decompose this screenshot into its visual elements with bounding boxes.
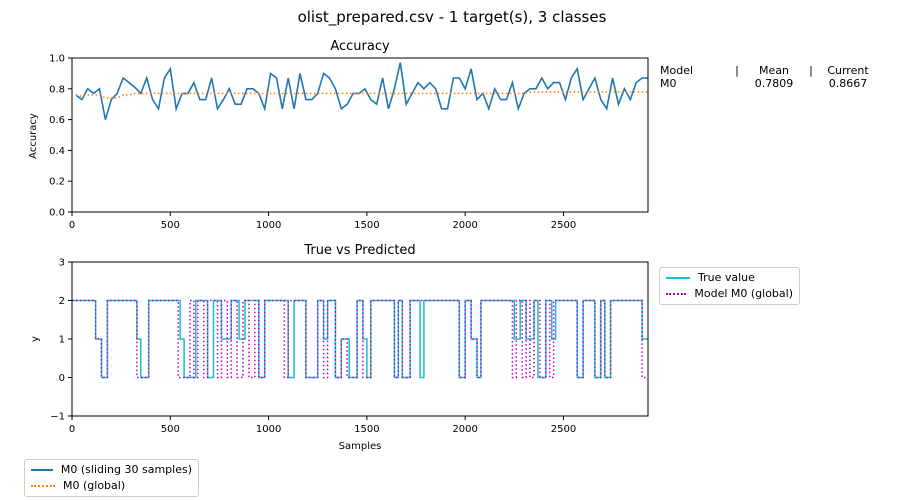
legend-swatch-sliding bbox=[31, 469, 53, 471]
accuracy-xtick-label: 0 bbox=[69, 220, 75, 231]
accuracy-xtick-label: 500 bbox=[161, 220, 180, 231]
legend-swatch-model-m0 bbox=[666, 293, 687, 295]
legend-item-model-m0: Model M0 (global) bbox=[666, 286, 793, 302]
true-vs-predicted-ytick-label: 3 bbox=[59, 258, 65, 269]
true-vs-predicted-title: True vs Predicted bbox=[303, 243, 415, 258]
true-vs-predicted-xtick-label: 2500 bbox=[551, 424, 576, 435]
model-prediction-line bbox=[72, 299, 648, 379]
legend-label-true-value: True value bbox=[698, 271, 755, 284]
accuracy-legend: M0 (sliding 30 samples) M0 (global) bbox=[24, 459, 199, 497]
true-vs-predicted-ytick-label: 1 bbox=[59, 335, 65, 346]
summary-row-mean: 0.7809 bbox=[754, 77, 794, 90]
summary-header-model: Model bbox=[660, 64, 694, 77]
legend-item-true-value: True value bbox=[666, 270, 793, 286]
summary-table: Model | Mean | Current M0 0.7809 0.8667 bbox=[660, 64, 878, 90]
legend-label-global: M0 (global) bbox=[63, 479, 126, 492]
true-vs-predicted-frame bbox=[71, 261, 649, 417]
true-vs-predicted-ylabel: y bbox=[30, 336, 41, 342]
summary-header-sep: | bbox=[735, 64, 739, 77]
accuracy-ytick-label: 0.4 bbox=[49, 146, 65, 157]
true-vs-predicted-plot-area bbox=[72, 299, 648, 379]
true-vs-predicted-axes: True vs Predicted y Samples −1 0 1 2 3 0 500 1… bbox=[30, 243, 649, 452]
summary-row-current: 0.8667 bbox=[828, 77, 868, 90]
legend-label-model-m0: Model M0 (global) bbox=[694, 287, 793, 300]
legend-swatch-true-value bbox=[666, 277, 690, 279]
accuracy-plot-area bbox=[75, 62, 648, 120]
accuracy-xtick-label: 2500 bbox=[551, 220, 576, 231]
true-vs-predicted-xtick-label: 0 bbox=[69, 424, 75, 435]
sliding-accuracy-line bbox=[75, 62, 648, 120]
accuracy-title: Accuracy bbox=[330, 39, 390, 54]
accuracy-axes: Accuracy Accuracy 0.0 0.2 0.4 0.6 0.8 1.0 0 50… bbox=[28, 39, 649, 231]
summary-header-current: Current bbox=[827, 64, 869, 77]
accuracy-xtick-label: 1500 bbox=[354, 220, 379, 231]
accuracy-yticks: 0.0 0.2 0.4 0.6 0.8 1.0 bbox=[49, 54, 72, 219]
true-vs-predicted-ytick-label: −1 bbox=[50, 412, 65, 423]
accuracy-ytick-label: 0.0 bbox=[49, 208, 65, 219]
true-vs-predicted-ytick-label: 2 bbox=[59, 296, 65, 307]
global-accuracy-line bbox=[75, 91, 648, 99]
true-vs-predicted-xtick-label: 1500 bbox=[354, 424, 379, 435]
accuracy-xtick-label: 2000 bbox=[452, 220, 477, 231]
summary-header-mean: Mean bbox=[759, 64, 789, 77]
true-vs-predicted-ytick-label: 0 bbox=[59, 373, 65, 384]
legend-item-global: M0 (global) bbox=[31, 478, 192, 494]
samples-xlabel: Samples bbox=[339, 441, 382, 452]
accuracy-xticks: 0 500 1000 1500 2000 2500 bbox=[69, 212, 576, 231]
true-vs-predicted-xticks: 0 500 1000 1500 2000 2500 bbox=[69, 416, 576, 435]
summary-row-model: M0 bbox=[660, 77, 677, 90]
true-vs-predicted-yticks: −1 0 1 2 3 bbox=[50, 258, 72, 423]
true-vs-predicted-xtick-label: 2000 bbox=[452, 424, 477, 435]
summary-row: M0 0.7809 0.8667 bbox=[660, 77, 878, 90]
legend-swatch-global bbox=[31, 485, 55, 487]
accuracy-ytick-label: 1.0 bbox=[49, 54, 65, 65]
true-vs-predicted-xtick-label: 500 bbox=[161, 424, 180, 435]
accuracy-xtick-label: 1000 bbox=[256, 220, 281, 231]
accuracy-ytick-label: 0.6 bbox=[49, 115, 65, 126]
accuracy-ytick-label: 0.8 bbox=[49, 84, 65, 95]
true-value-line bbox=[72, 299, 648, 379]
legend-label-sliding: M0 (sliding 30 samples) bbox=[60, 463, 192, 476]
summary-header-row: Model | Mean | Current bbox=[660, 64, 878, 77]
accuracy-ylabel: Accuracy bbox=[28, 113, 39, 159]
figure-title: olist_prepared.csv - 1 target(s), 3 clas… bbox=[298, 8, 607, 27]
summary-header-sep: | bbox=[809, 64, 813, 77]
true-vs-predicted-xtick-label: 1000 bbox=[256, 424, 281, 435]
prediction-legend: True value Model M0 (global) bbox=[659, 267, 800, 305]
accuracy-ytick-label: 0.2 bbox=[49, 177, 65, 188]
legend-item-sliding: M0 (sliding 30 samples) bbox=[31, 462, 192, 478]
accuracy-frame bbox=[71, 57, 649, 213]
